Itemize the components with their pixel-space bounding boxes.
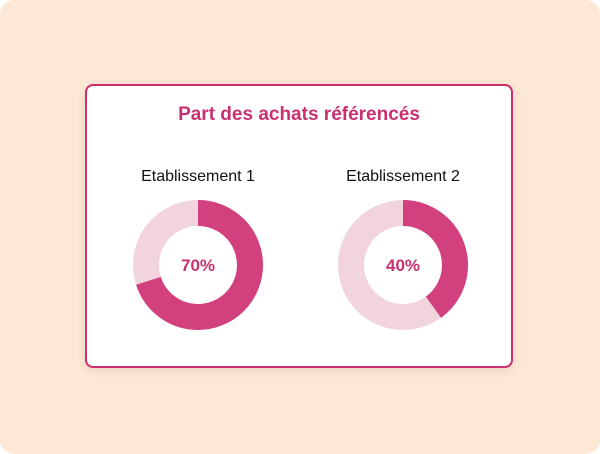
chart-card: Part des achats référencés Etablissement… xyxy=(85,84,513,368)
donut-title-2: Etablissement 2 xyxy=(346,168,460,185)
donut-title-1: Etablissement 1 xyxy=(141,168,255,185)
donut-1: 70% xyxy=(133,200,263,330)
donut-2: 40% xyxy=(338,200,468,330)
donut-2-value-arc xyxy=(338,200,468,330)
donut-charts: 70% 40% xyxy=(133,200,468,330)
chart-title: Part des achats référencés xyxy=(178,104,420,125)
donut-1-value-arc xyxy=(133,200,263,330)
donut-1-percent-label: 70% xyxy=(181,256,215,275)
donut-2-percent-label: 40% xyxy=(386,256,420,275)
